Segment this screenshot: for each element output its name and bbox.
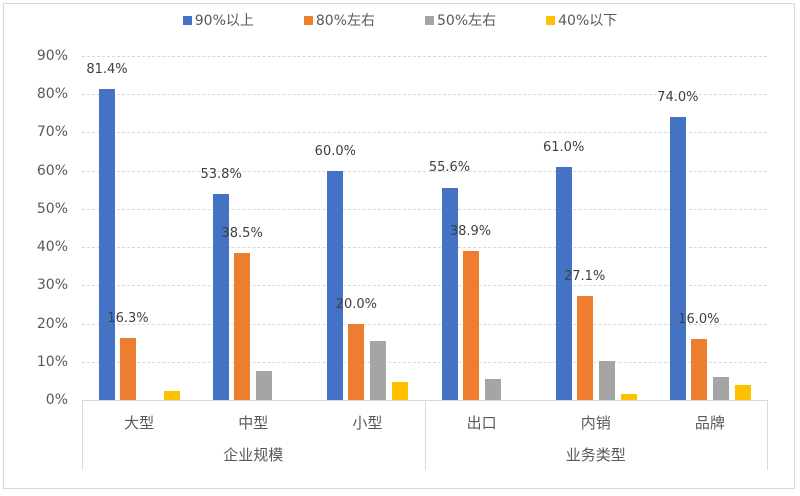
- group-label: 企业规模: [223, 446, 284, 464]
- bar: [234, 252, 251, 400]
- legend: 90%以上 80%左右 50%左右 40%以下: [0, 8, 800, 32]
- gridline: [82, 247, 767, 249]
- y-tick-label: 10%: [36, 353, 68, 370]
- group-divider: [82, 400, 83, 470]
- y-tick-label: 20%: [36, 315, 68, 332]
- bar: [213, 194, 230, 400]
- data-label: 53.8%: [200, 167, 242, 183]
- category-label: 出口: [466, 414, 497, 432]
- bar: [598, 361, 615, 400]
- legend-label: 50%左右: [437, 13, 497, 29]
- x-axis: 大型 中型 小型 出口 内销 品牌企业规模 业务类型: [82, 400, 768, 470]
- bar: [256, 370, 273, 400]
- bar: [669, 117, 686, 400]
- data-label: 61.0%: [543, 139, 585, 155]
- legend-label: 80%左右: [315, 13, 375, 29]
- bar: [392, 382, 409, 400]
- data-label: 16.0%: [678, 311, 720, 327]
- y-tick-label: 40%: [36, 239, 68, 256]
- legend-swatch-orange-icon: [303, 15, 313, 25]
- gridline: [82, 285, 767, 287]
- data-label: 16.3%: [107, 310, 149, 326]
- data-label: 20.0%: [335, 296, 377, 312]
- bar: [120, 337, 136, 400]
- bar: [712, 377, 729, 400]
- legend-swatch-gray-icon: [425, 15, 434, 25]
- data-label: 38.9%: [449, 224, 492, 240]
- category-label: 内销: [580, 414, 611, 432]
- bar: [555, 166, 572, 400]
- data-label: 74.0%: [657, 90, 699, 106]
- category-label: 小型: [352, 414, 383, 432]
- data-label: 38.5%: [221, 225, 263, 241]
- category-label: 中型: [238, 414, 269, 432]
- group-label: 业务类型: [565, 446, 626, 464]
- group-divider: [767, 400, 768, 470]
- category-label: 大型: [124, 414, 155, 432]
- bar: [484, 378, 501, 400]
- group-divider: [424, 400, 426, 470]
- data-label: 27.1%: [564, 269, 606, 285]
- bar: [690, 338, 707, 400]
- y-tick-label: 60%: [36, 162, 68, 179]
- y-tick-label: 30%: [36, 277, 68, 294]
- y-tick-label: 0%: [45, 392, 68, 408]
- bar: [462, 251, 479, 400]
- chart-frame: [3, 3, 795, 489]
- legend-item-50-around: 50%左右: [425, 8, 496, 32]
- y-tick-label: 50%: [36, 200, 68, 217]
- bar: [99, 88, 115, 400]
- data-label: 55.6%: [428, 160, 471, 176]
- legend-item-90-above: 90%以上: [182, 8, 254, 32]
- bar: [620, 393, 637, 400]
- bar: [576, 296, 593, 400]
- gridline: [82, 56, 767, 57]
- bar: [164, 391, 180, 400]
- gridline: [82, 170, 767, 172]
- data-label: 81.4%: [86, 61, 128, 77]
- y-tick-label: 80%: [36, 86, 68, 103]
- legend-swatch-blue-icon: [182, 15, 192, 25]
- bar: [370, 341, 387, 400]
- y-tick-label: 90%: [36, 48, 68, 64]
- legend-label: 90%以上: [194, 13, 254, 29]
- y-tick-label: 70%: [36, 124, 68, 141]
- legend-item-40-below: 40%以下: [546, 8, 617, 32]
- gridline: [82, 323, 767, 325]
- gridline: [82, 208, 767, 210]
- category-label: 品牌: [694, 414, 725, 432]
- bar: [734, 384, 751, 400]
- bar: [348, 323, 365, 400]
- bar: [441, 187, 458, 400]
- legend-label: 40%以下: [558, 13, 618, 29]
- gridline: [82, 132, 767, 134]
- data-label: 60.0%: [314, 143, 356, 159]
- gridline: [82, 361, 767, 363]
- legend-swatch-yellow-icon: [546, 15, 556, 25]
- legend-item-80-around: 80%左右: [303, 8, 375, 32]
- bar: [327, 170, 344, 400]
- plot-area: 0% 10% 20% 30% 40% 50% 60% 70% 80% 90% 81.4% 16.3% 5…: [37, 48, 767, 408]
- gridline: [82, 94, 767, 96]
